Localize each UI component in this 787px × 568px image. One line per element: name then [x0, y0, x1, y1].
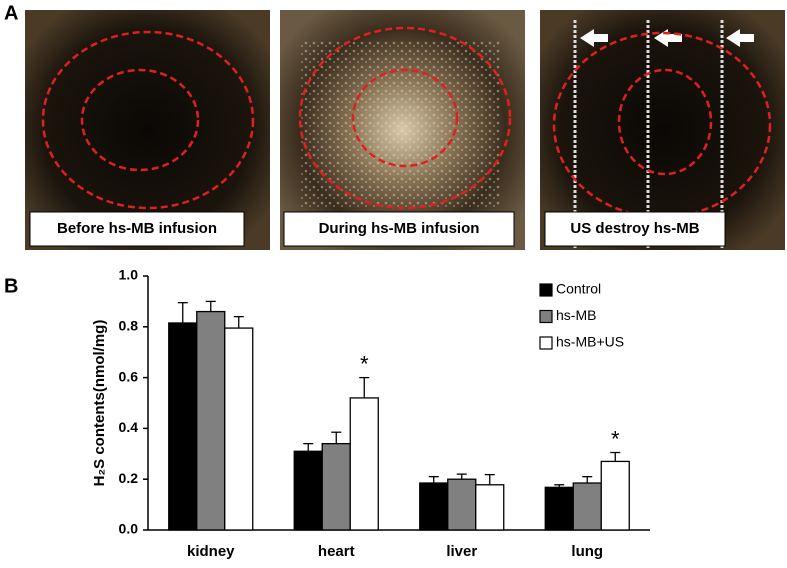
legend-label: hs-MB — [556, 307, 596, 323]
bar — [224, 327, 254, 531]
y-axis-label: H₂S contents(nmol/mg) — [91, 320, 108, 487]
image-caption: During hs-MB infusion — [319, 220, 480, 237]
image-caption: Before hs-MB infusion — [57, 220, 217, 237]
legend-swatch — [539, 336, 553, 350]
panel-label: A — [4, 2, 18, 24]
panel-label: B — [4, 275, 18, 297]
image-1: Before hs-MB infusion — [25, 10, 270, 250]
legend-label: hs-MB+US — [556, 334, 624, 350]
y-tick-label: 0.8 — [119, 318, 139, 334]
bar — [572, 482, 602, 531]
y-tick-label: 0.4 — [119, 419, 139, 435]
y-tick-label: 0.0 — [119, 521, 139, 537]
image-3: US destroy hs-MB — [540, 10, 785, 250]
legend-label: Control — [556, 281, 601, 297]
bar — [349, 397, 379, 531]
bar — [196, 310, 226, 531]
x-tick-label: heart — [318, 543, 355, 560]
bar — [168, 322, 198, 531]
significance-marker: * — [611, 426, 620, 451]
image-caption: US destroy hs-MB — [570, 220, 699, 237]
bar — [600, 460, 630, 531]
bar — [321, 442, 351, 531]
y-tick-label: 0.2 — [119, 470, 139, 486]
image-2: During hs-MB infusion — [280, 10, 525, 250]
x-tick-label: liver — [446, 543, 477, 560]
legend-swatch — [539, 309, 553, 324]
bar — [293, 450, 323, 531]
bar — [447, 478, 477, 531]
significance-marker: * — [360, 351, 369, 376]
bar — [475, 484, 505, 531]
y-tick-label: 1.0 — [119, 267, 139, 283]
x-tick-label: kidney — [187, 543, 235, 560]
x-tick-label: lung — [571, 543, 603, 560]
y-tick-label: 0.6 — [119, 368, 139, 384]
bar — [419, 482, 449, 531]
legend-swatch — [539, 283, 553, 297]
bar — [544, 486, 574, 531]
